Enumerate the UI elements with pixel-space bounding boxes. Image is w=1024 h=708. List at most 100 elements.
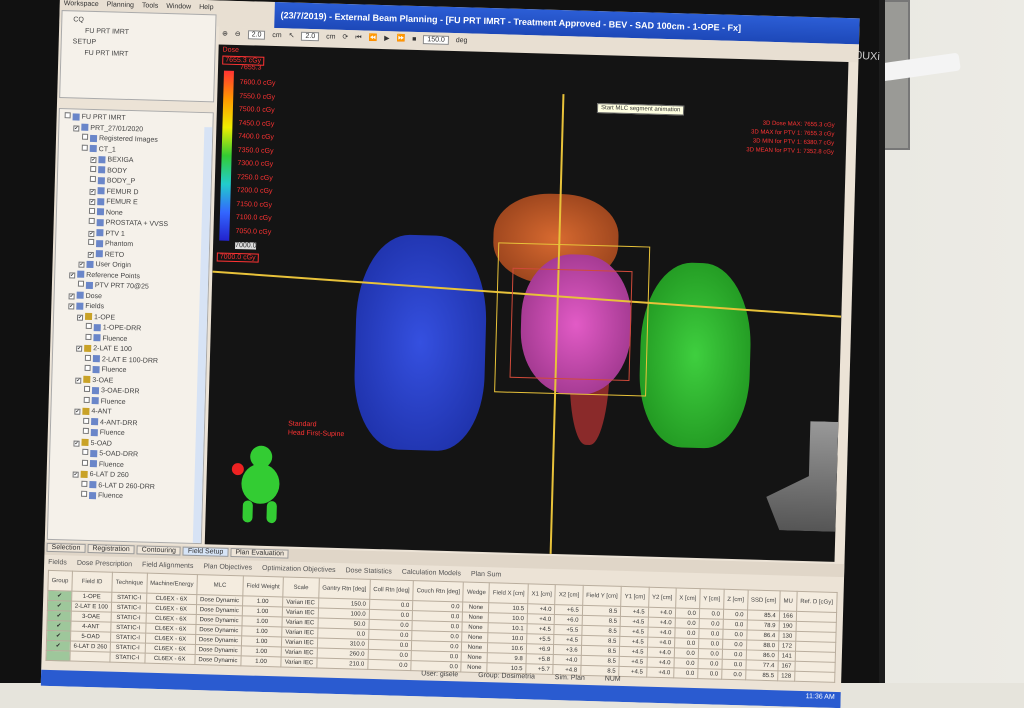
subtab[interactable]: Calculation Models xyxy=(401,568,462,578)
checkbox[interactable] xyxy=(84,364,91,371)
tab[interactable]: Registration xyxy=(87,543,135,555)
checkbox[interactable]: ✔ xyxy=(76,345,83,352)
checkbox[interactable] xyxy=(88,238,95,246)
checkbox[interactable] xyxy=(88,217,95,225)
column-header[interactable]: X1 [cm] xyxy=(527,583,556,605)
subtab[interactable]: Fields xyxy=(48,558,67,567)
column-header[interactable]: Group xyxy=(47,570,73,592)
checkbox[interactable]: ✔ xyxy=(89,188,96,195)
forward-icon[interactable]: ⏩ xyxy=(396,35,406,43)
column-header[interactable]: Wedge xyxy=(463,582,490,603)
checkbox[interactable] xyxy=(81,480,88,487)
dose-max-handle[interactable]: 7655.3 xyxy=(239,64,262,72)
menu-item[interactable]: Planning xyxy=(106,1,135,10)
subtab[interactable]: Optimization Objectives xyxy=(261,564,336,574)
checkbox[interactable]: ✔ xyxy=(76,314,84,321)
zoom-out-icon[interactable]: ⊖ xyxy=(234,30,241,39)
checkbox[interactable]: ✔ xyxy=(68,292,75,300)
checkbox[interactable] xyxy=(82,448,89,455)
column-header[interactable]: X2 [cm] xyxy=(555,584,583,606)
checkbox[interactable] xyxy=(81,490,88,497)
checkbox[interactable] xyxy=(83,385,91,392)
subtab[interactable]: Dose Prescription xyxy=(76,559,133,569)
checkbox[interactable] xyxy=(64,112,71,119)
subtab[interactable]: Plan Objectives xyxy=(203,563,253,572)
column-header[interactable]: Ref. D [cGy] xyxy=(796,591,837,613)
checkbox[interactable] xyxy=(83,417,90,424)
table-cell[interactable] xyxy=(45,650,70,662)
checkbox[interactable]: ✔ xyxy=(75,377,82,384)
checkbox[interactable] xyxy=(83,396,90,403)
table-cell[interactable]: ✔ xyxy=(47,610,72,622)
step-input[interactable]: 2.0 xyxy=(301,31,320,42)
play-icon[interactable]: ▶ xyxy=(384,35,390,43)
subtab[interactable]: Dose Statistics xyxy=(345,567,392,576)
column-header[interactable]: Y2 [cm] xyxy=(648,587,677,608)
column-header[interactable]: Gantry Rtn [deg] xyxy=(318,577,371,600)
column-header[interactable]: MLC xyxy=(196,574,244,596)
checkbox[interactable]: ✔ xyxy=(69,271,76,279)
checkbox[interactable] xyxy=(81,459,89,466)
subtab[interactable]: Plan Sum xyxy=(470,570,502,579)
column-header[interactable]: MU xyxy=(779,590,798,612)
checkbox[interactable] xyxy=(90,165,97,172)
column-header[interactable]: Y1 [cm] xyxy=(620,586,649,608)
column-header[interactable]: Technique xyxy=(112,572,147,594)
checkbox[interactable] xyxy=(84,354,92,361)
column-header[interactable]: Field Y [cm] xyxy=(582,585,622,607)
stop-icon[interactable]: ■ xyxy=(412,35,417,43)
zoom-in-icon[interactable]: ⊕ xyxy=(221,30,228,38)
column-header[interactable]: Y [cm] xyxy=(699,588,725,610)
table-cell[interactable]: ✔ xyxy=(47,590,72,602)
column-header[interactable]: Scale xyxy=(282,576,320,598)
slice-thickness-input[interactable]: 2.0 xyxy=(247,30,266,40)
checkbox[interactable] xyxy=(81,133,89,140)
table-cell[interactable]: ✔ xyxy=(46,640,71,652)
column-header[interactable]: Couch Rtn [deg] xyxy=(412,580,464,602)
column-header[interactable]: Field Weight xyxy=(242,575,284,597)
checkbox[interactable] xyxy=(85,333,92,340)
tab[interactable]: Selection xyxy=(46,542,86,553)
checkbox[interactable] xyxy=(89,175,96,183)
table-cell[interactable]: ✔ xyxy=(46,620,71,632)
checkbox[interactable]: ✔ xyxy=(88,230,95,237)
checkbox[interactable] xyxy=(88,207,96,214)
checkbox[interactable]: ✔ xyxy=(73,440,80,447)
checkbox[interactable]: ✔ xyxy=(87,251,94,258)
checkbox[interactable]: ✔ xyxy=(68,303,75,310)
menu-item[interactable]: Window xyxy=(166,2,192,11)
checkbox[interactable]: ✔ xyxy=(78,261,85,268)
angle-input[interactable]: 150.0 xyxy=(423,35,449,45)
checkbox[interactable] xyxy=(82,427,89,434)
column-header[interactable]: Machine/Energy xyxy=(146,573,198,595)
checkbox[interactable]: ✔ xyxy=(74,408,81,415)
tab[interactable]: Plan Evaluation xyxy=(230,547,290,559)
checkbox[interactable] xyxy=(77,280,85,287)
column-header[interactable]: Field ID xyxy=(71,571,113,593)
table-cell[interactable]: ✔ xyxy=(47,600,72,612)
column-header[interactable]: Z [cm] xyxy=(723,589,748,610)
bev-viewport[interactable]: Dose 7655.3 cGy 7655.3 7600.0 cGy 7550.0 … xyxy=(204,44,849,562)
checkbox[interactable]: ✔ xyxy=(72,471,79,478)
dose-min-handle[interactable]: 7000.0 xyxy=(235,241,257,250)
rotate-icon[interactable]: ⟳ xyxy=(342,33,349,42)
column-header[interactable]: SSD [cm] xyxy=(747,589,781,611)
first-frame-icon[interactable]: ⏮ xyxy=(355,34,362,42)
rewind-icon[interactable]: ⏪ xyxy=(368,34,378,42)
column-header[interactable]: Coll Rtn [deg] xyxy=(369,579,414,601)
column-header[interactable]: X [cm] xyxy=(675,587,701,609)
checkbox[interactable]: ✔ xyxy=(89,198,96,206)
menu-item[interactable]: Tools xyxy=(141,2,159,10)
table-cell[interactable]: ✔ xyxy=(46,630,71,642)
menu-item[interactable]: Help xyxy=(199,3,214,12)
tab[interactable]: Field Setup xyxy=(182,546,229,557)
checkbox[interactable] xyxy=(81,144,88,151)
column-header[interactable]: Field X [cm] xyxy=(489,582,529,604)
checkbox[interactable] xyxy=(85,322,92,330)
dose-min-box[interactable]: 7000.0 cGy xyxy=(216,252,259,263)
menu-item[interactable]: Workspace xyxy=(63,0,99,9)
tab[interactable]: Contouring xyxy=(136,545,182,556)
checkbox[interactable]: ✔ xyxy=(73,124,80,132)
subtab[interactable]: Field Alignments xyxy=(141,561,194,570)
checkbox[interactable]: ✔ xyxy=(90,156,97,164)
